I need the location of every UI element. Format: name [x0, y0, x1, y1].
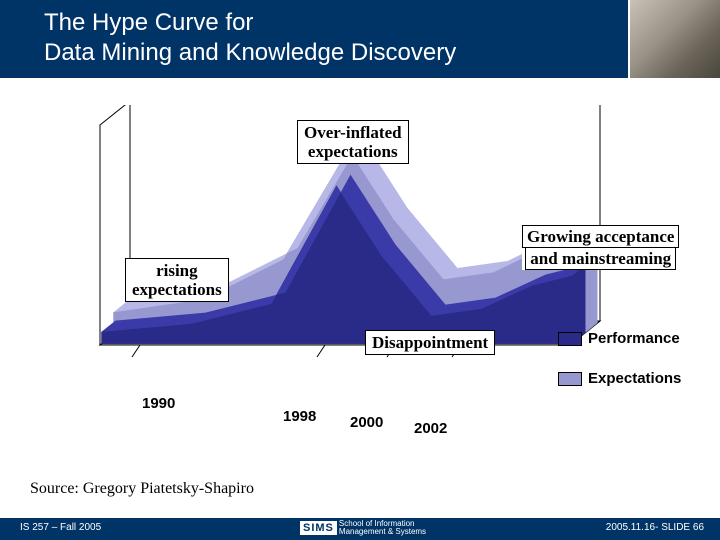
xlabel-2002: 2002: [414, 420, 447, 437]
footer-left: IS 257 – Fall 2005: [20, 522, 101, 533]
xlabel-1998: 1998: [283, 408, 316, 425]
slide-title: The Hype Curve for Data Mining and Knowl…: [44, 8, 456, 68]
callout-disappointment: Disappointment: [365, 330, 495, 355]
callout-over-inflated: Over-inflated expectations: [297, 120, 409, 164]
corner-image: [628, 0, 720, 78]
footer-logo: SIMSSchool of InformationManagement & Sy…: [300, 520, 426, 536]
callout-rising: rising expectations: [125, 258, 229, 302]
footer-right: 2005.11.16- SLIDE 66: [606, 522, 704, 533]
swatch-performance: [558, 332, 582, 346]
callout-growing: Growing acceptance and mainstreaming: [522, 225, 679, 270]
swatch-expectations: [558, 372, 582, 386]
legend-performance: Performance: [558, 330, 680, 347]
xlabel-2000: 2000: [350, 414, 383, 431]
title-bar: The Hype Curve for Data Mining and Knowl…: [0, 0, 720, 78]
source-text: Source: Gregory Piatetsky-Shapiro: [30, 480, 254, 498]
slide: The Hype Curve for Data Mining and Knowl…: [0, 0, 720, 540]
footer-bar: IS 257 – Fall 2005 SIMSSchool of Informa…: [0, 518, 720, 540]
legend-expectations: Expectations: [558, 370, 681, 387]
title-line1: The Hype Curve for: [44, 9, 253, 36]
title-line2: Data Mining and Knowledge Discovery: [44, 39, 456, 66]
xlabel-1990: 1990: [142, 395, 175, 412]
